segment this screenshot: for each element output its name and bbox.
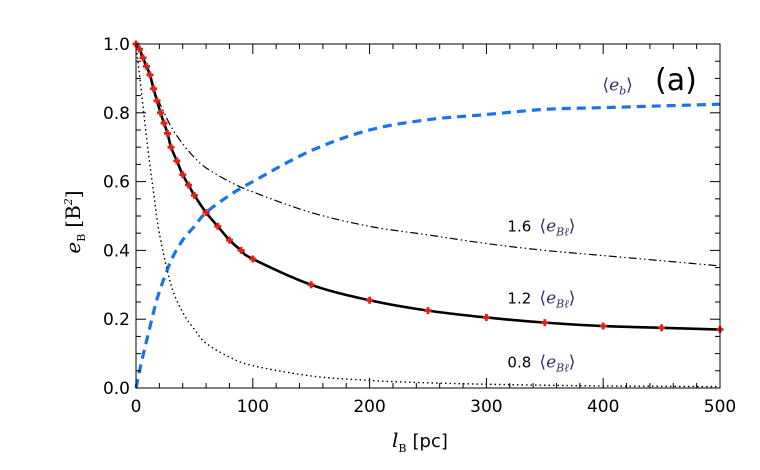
data-point-marker bbox=[139, 54, 147, 62]
data-point-marker bbox=[307, 281, 315, 289]
series-line-dotted bbox=[135, 43, 721, 388]
series-layer bbox=[134, 43, 721, 389]
panel-label: (a) bbox=[655, 63, 697, 98]
annotation-layer: ⟨eb⟩ 1.6 ⟨eBℓ⟩ 1.2 ⟨eBℓ⟩ 0.8 ⟨eBℓ⟩ bbox=[507, 75, 632, 374]
data-point-marker bbox=[202, 209, 210, 217]
y-tick-label: 0.8 bbox=[103, 104, 130, 124]
annotation-prefix: 1.2 bbox=[507, 290, 531, 308]
data-point-marker bbox=[136, 45, 144, 53]
y-axis-label-unit-sup: 2 bbox=[62, 198, 75, 206]
y-axis-label-sub: B bbox=[75, 234, 88, 242]
y-tick-label: 0.6 bbox=[103, 173, 130, 193]
annotation-1.6: 1.6 ⟨eBℓ⟩ bbox=[507, 216, 575, 238]
series-line-dash-dot-dot bbox=[135, 43, 721, 267]
data-point-marker bbox=[160, 119, 168, 127]
data-point-marker bbox=[146, 71, 154, 79]
data-point-marker bbox=[424, 307, 432, 315]
data-point-marker bbox=[164, 129, 172, 137]
data-point-marker bbox=[658, 324, 666, 332]
x-axis-label-main: l bbox=[392, 428, 398, 452]
data-point-marker bbox=[366, 296, 374, 304]
data-point-marker bbox=[249, 255, 257, 263]
data-point-marker bbox=[185, 181, 193, 189]
y-axis-label: eB [B2] bbox=[61, 190, 88, 253]
y-tick-label: 0.0 bbox=[103, 379, 130, 399]
data-point-marker bbox=[225, 236, 233, 244]
annotation-symbol: ⟨eBℓ⟩ bbox=[539, 289, 575, 311]
y-tick-label: 0.2 bbox=[103, 310, 130, 330]
x-tick-label: 100 bbox=[237, 397, 269, 417]
x-tick-label: 200 bbox=[353, 397, 385, 417]
y-axis-label-unit-close: ] bbox=[61, 190, 85, 198]
series-line-solid bbox=[134, 43, 721, 331]
x-axis-label: lB [pc] bbox=[392, 428, 448, 455]
y-axis-label-unit: [B bbox=[61, 205, 85, 228]
data-point-marker bbox=[167, 143, 175, 151]
annotation-prefix: 1.6 bbox=[507, 217, 531, 235]
data-point-marker bbox=[482, 313, 490, 321]
annotation-0.8: 0.8 ⟨eBℓ⟩ bbox=[507, 352, 575, 374]
x-tick-label: 0 bbox=[131, 397, 142, 417]
annotation-symbol: ⟨eBℓ⟩ bbox=[539, 216, 575, 238]
data-point-marker bbox=[190, 191, 198, 199]
series-line-dashed bbox=[134, 102, 721, 389]
x-tick-label: 400 bbox=[587, 397, 619, 417]
x-axis-label-unit: [pc] bbox=[413, 431, 448, 452]
data-point-marker bbox=[214, 222, 222, 230]
x-tick-label: 500 bbox=[704, 397, 736, 417]
y-axis-label-main: e bbox=[61, 242, 85, 254]
data-point-marker bbox=[173, 157, 181, 165]
y-tick-label: 1.0 bbox=[103, 35, 130, 55]
data-point-marker bbox=[157, 109, 165, 117]
data-point-marker bbox=[179, 171, 187, 179]
data-point-marker bbox=[143, 62, 151, 70]
tick-label-layer: 0 100 200 300 400 500 0.0 0.2 0.4 0.6 0.8 1.0 bbox=[103, 35, 736, 417]
data-point-marker bbox=[237, 246, 245, 254]
data-point-marker bbox=[599, 322, 607, 330]
annotation-1.2: 1.2 ⟨eBℓ⟩ bbox=[507, 289, 575, 311]
tick-layer bbox=[135, 43, 721, 389]
y-tick-label: 0.4 bbox=[103, 241, 130, 261]
data-point-marker bbox=[150, 85, 158, 93]
annotation-prefix: 0.8 bbox=[507, 353, 531, 371]
data-point-marker bbox=[541, 319, 549, 327]
x-axis-label-sub: B bbox=[398, 442, 406, 455]
data-point-marker bbox=[153, 97, 161, 105]
annotation-symbol: ⟨eBℓ⟩ bbox=[539, 352, 575, 374]
annotation-e-b: ⟨eb⟩ bbox=[602, 75, 632, 97]
x-tick-label: 300 bbox=[470, 397, 502, 417]
annotation-symbol: ⟨eb⟩ bbox=[602, 75, 632, 97]
